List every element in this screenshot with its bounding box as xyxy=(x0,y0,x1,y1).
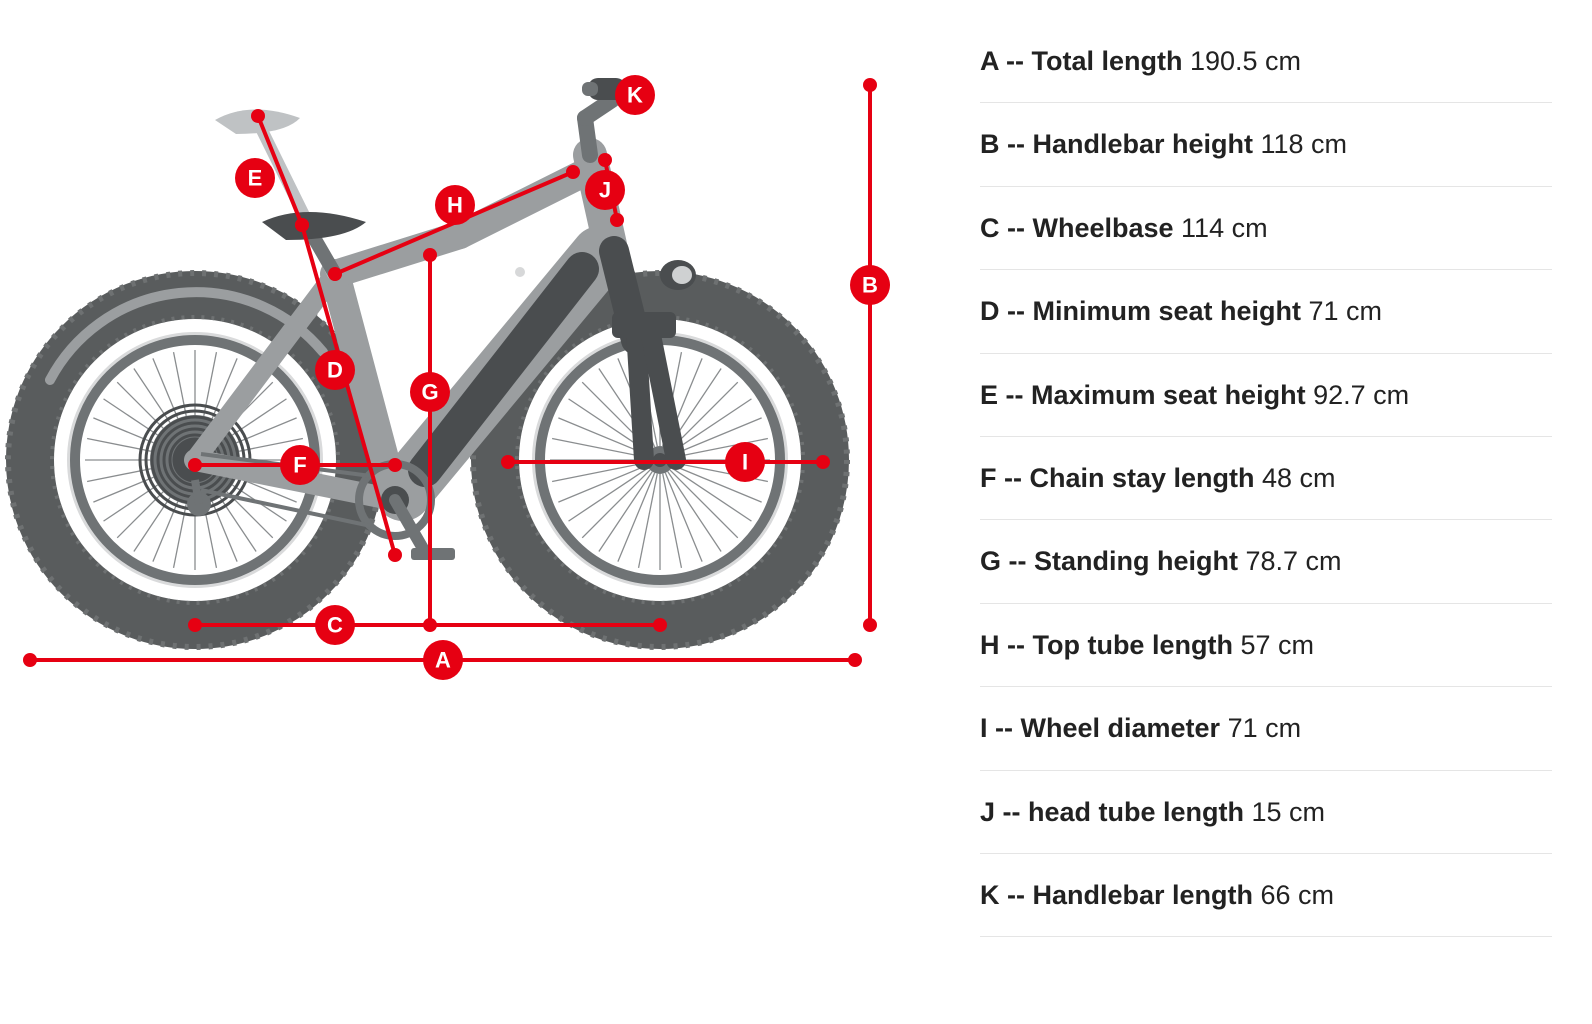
measurement-label: K -- Handlebar length xyxy=(980,880,1261,910)
svg-text:D: D xyxy=(327,358,343,383)
measurement-row-e: E -- Maximum seat height 92.7 cm xyxy=(980,354,1552,437)
svg-text:K: K xyxy=(627,83,643,108)
measurement-value: 78.7 cm xyxy=(1245,546,1341,576)
measurement-value: 71 cm xyxy=(1309,296,1383,326)
measurement-label: G -- Standing height xyxy=(980,546,1245,576)
measurement-row-j: J -- head tube length 15 cm xyxy=(980,771,1552,854)
svg-text:C: C xyxy=(327,613,343,638)
measurement-value: 57 cm xyxy=(1240,630,1314,660)
measurement-label: D -- Minimum seat height xyxy=(980,296,1309,326)
measurement-row-f: F -- Chain stay length 48 cm xyxy=(980,437,1552,520)
measurement-row-b: B -- Handlebar height 118 cm xyxy=(980,103,1552,186)
measurement-label: C -- Wheelbase xyxy=(980,213,1181,243)
measurement-value: 15 cm xyxy=(1252,797,1326,827)
measurement-label: F -- Chain stay length xyxy=(980,463,1262,493)
measurement-value: 114 cm xyxy=(1181,213,1268,243)
measurement-label: E -- Maximum seat height xyxy=(980,380,1313,410)
measurement-row-i: I -- Wheel diameter 71 cm xyxy=(980,687,1552,770)
svg-text:A: A xyxy=(435,648,451,673)
svg-text:E: E xyxy=(248,166,263,191)
svg-text:F: F xyxy=(293,453,306,478)
measurement-value: 71 cm xyxy=(1228,713,1302,743)
measurement-value: 66 cm xyxy=(1261,880,1335,910)
measurement-row-c: C -- Wheelbase 114 cm xyxy=(980,187,1552,270)
measurement-row-h: H -- Top tube length 57 cm xyxy=(980,604,1552,687)
bike-diagram: A B C D E F G H I J K xyxy=(0,0,960,1024)
svg-text:B: B xyxy=(862,273,878,298)
measurement-label: J -- head tube length xyxy=(980,797,1252,827)
measurement-label: B -- Handlebar height xyxy=(980,129,1261,159)
svg-text:H: H xyxy=(447,193,463,218)
svg-text:I: I xyxy=(742,450,748,475)
measurement-label: A -- Total length xyxy=(980,46,1190,76)
measurement-row-a: A -- Total length 190.5 cm xyxy=(980,20,1552,103)
svg-text:G: G xyxy=(421,380,438,405)
measurement-value: 118 cm xyxy=(1261,129,1348,159)
measurement-label: I -- Wheel diameter xyxy=(980,713,1228,743)
svg-text:J: J xyxy=(599,178,611,203)
measurement-label: H -- Top tube length xyxy=(980,630,1240,660)
measurements-legend: A -- Total length 190.5 cmB -- Handlebar… xyxy=(960,0,1592,1024)
measurement-row-g: G -- Standing height 78.7 cm xyxy=(980,520,1552,603)
measurement-value: 190.5 cm xyxy=(1190,46,1301,76)
measurement-value: 48 cm xyxy=(1262,463,1336,493)
measurement-row-d: D -- Minimum seat height 71 cm xyxy=(980,270,1552,353)
measurement-row-k: K -- Handlebar length 66 cm xyxy=(980,854,1552,937)
measurement-value: 92.7 cm xyxy=(1313,380,1409,410)
